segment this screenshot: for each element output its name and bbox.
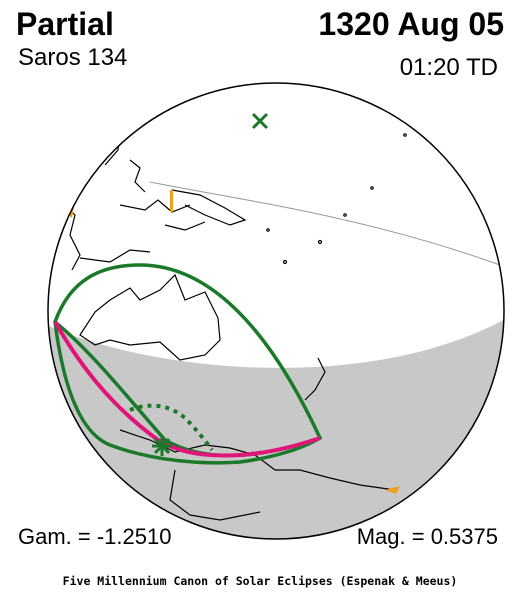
globe-outline bbox=[47, 82, 505, 540]
eclipse-type: Partial bbox=[16, 6, 114, 42]
x-icon bbox=[251, 112, 269, 130]
eclipse-limit-outline bbox=[53, 263, 323, 465]
credit-line: Five Millennium Canon of Solar Eclipses … bbox=[62, 574, 458, 588]
saros-number: Saros 134 bbox=[18, 44, 128, 71]
magnitude-value: Mag. = 0.5375 bbox=[356, 524, 498, 549]
asterisk-icon bbox=[152, 436, 172, 456]
eclipse-time: 01:20 TD bbox=[399, 54, 498, 81]
gamma-value: Gam. = -1.2510 bbox=[18, 524, 172, 549]
terminator-line bbox=[149, 181, 501, 266]
eclipse-date: 1320 Aug 05 bbox=[318, 6, 504, 42]
